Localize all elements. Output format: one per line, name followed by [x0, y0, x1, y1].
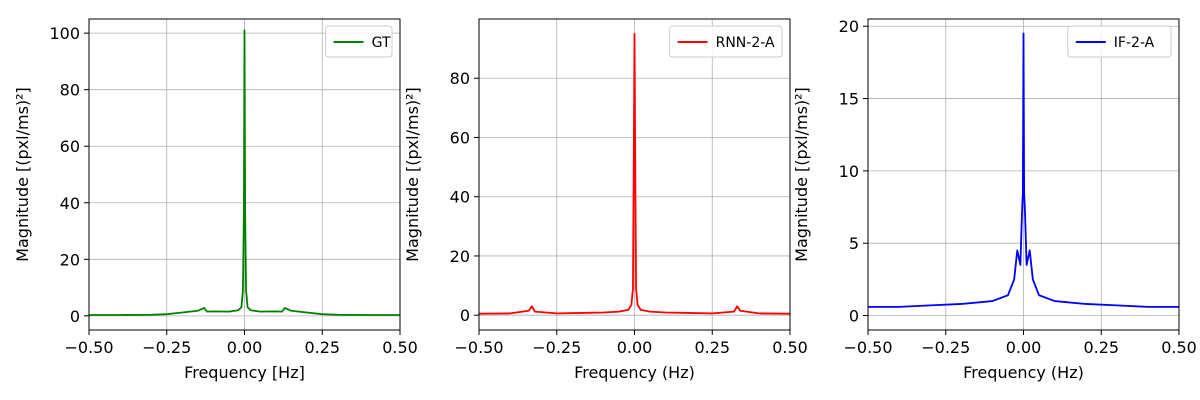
y-tick-label: 0 [849, 307, 859, 326]
x-tick-label: −0.50 [454, 338, 503, 357]
panel-1: −0.50 −0.25 0.00 0.25 0.50 0 20 40 60 80 100 Freque… [13, 18, 418, 382]
y-tick-label: 80 [450, 69, 470, 88]
x-tick-label: −0.25 [142, 338, 191, 357]
x-tick-label: 0.50 [1161, 338, 1197, 357]
panel-2: −0.50 −0.25 0.00 0.25 0.50 0 20 40 60 80 Frequency… [403, 18, 808, 382]
legend-box [1067, 25, 1172, 58]
y-axis-label: Magnitude [(pxl/ms)²] [792, 87, 811, 262]
x-tick-label: −0.25 [532, 338, 581, 357]
y-tick-label: 20 [60, 250, 80, 269]
x-axis-label: Frequency (Hz) [574, 363, 695, 382]
x-tick-label: −0.25 [921, 338, 970, 357]
x-tick-label: 0.00 [1006, 338, 1042, 357]
legend: RNN-2-A [669, 25, 783, 58]
x-tick-label: 0.25 [1083, 338, 1119, 357]
y-axis-label: Magnitude [(pxl/ms)²] [13, 87, 32, 262]
y-tick-label: 100 [49, 24, 80, 43]
legend: IF-2-A [1067, 25, 1172, 58]
x-tick-label: 0.25 [304, 338, 340, 357]
y-tick-label: 20 [839, 17, 859, 36]
x-tick-label: 0.00 [227, 338, 263, 357]
y-tick-label: 60 [450, 128, 470, 147]
x-tick-label: −0.50 [843, 338, 892, 357]
legend-box [669, 25, 783, 58]
legend-label: GT [372, 35, 391, 51]
x-tick-label: 0.50 [382, 338, 418, 357]
y-tick-label: 80 [60, 81, 80, 100]
y-tick-label: 0 [70, 307, 80, 326]
y-tick-label: 20 [450, 247, 470, 266]
y-tick-label: 15 [839, 90, 859, 109]
series-line-IF-2-A [868, 32, 1179, 308]
y-tick-label: 60 [60, 137, 80, 156]
x-tick-label: 0.25 [694, 338, 730, 357]
x-tick-label: 0.50 [772, 338, 808, 357]
series-line-GT [89, 29, 400, 316]
x-tick-label: 0.00 [617, 338, 653, 357]
legend-label: IF-2-A [1114, 35, 1155, 51]
y-tick-label: 5 [849, 234, 859, 253]
y-tick-label: 40 [450, 188, 470, 207]
x-axis-label: Frequency (Hz) [963, 363, 1084, 382]
y-tick-label: 40 [60, 194, 80, 213]
panel-3: −0.50 −0.25 0.00 0.25 0.50 0 5 10 15 20 Frequency … [792, 17, 1197, 382]
legend: GT [325, 25, 393, 58]
legend-label: RNN-2-A [716, 35, 775, 51]
y-tick-label: 0 [460, 306, 470, 325]
y-axis-label: Magnitude [(pxl/ms)²] [403, 87, 422, 262]
y-tick-label: 10 [839, 162, 859, 181]
series-line-RNN-2-A [478, 32, 791, 315]
x-axis-label: Frequency [Hz] [184, 363, 305, 382]
x-tick-label: −0.50 [64, 338, 113, 357]
